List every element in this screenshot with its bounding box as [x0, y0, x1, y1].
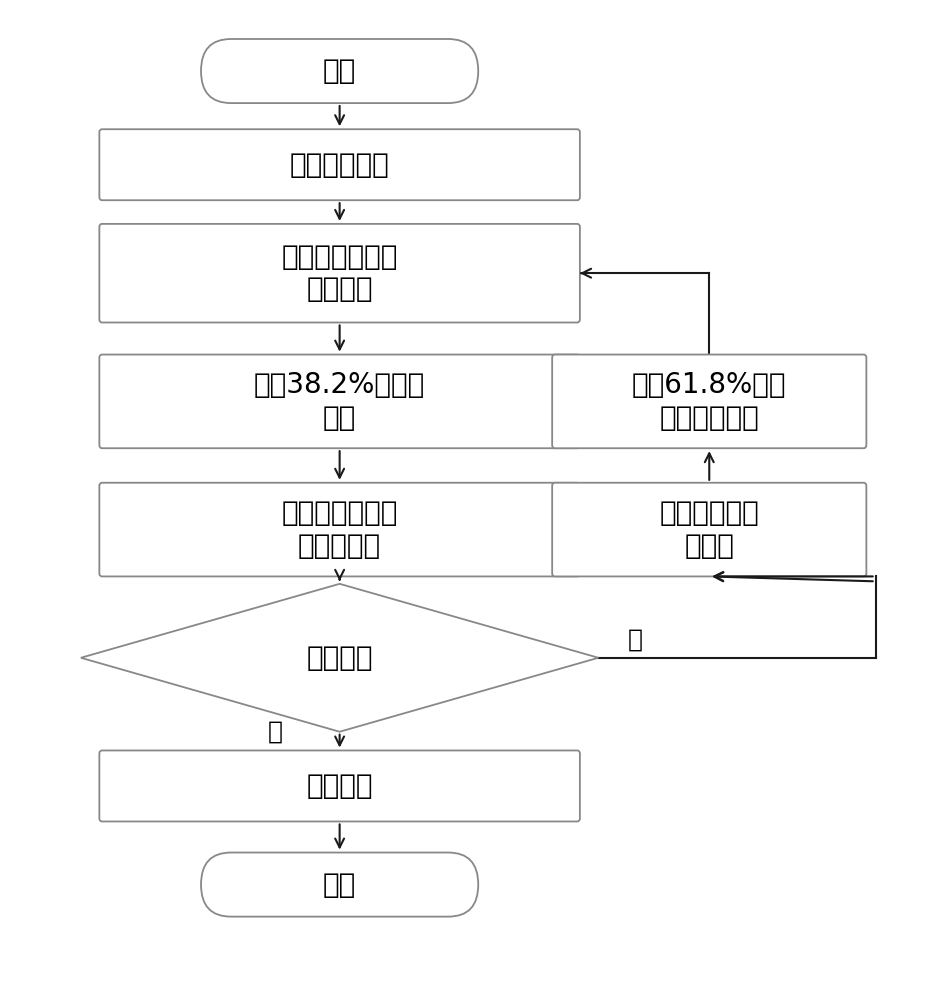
Text: 是: 是 [267, 719, 282, 743]
Text: 开始: 开始 [323, 57, 356, 85]
Text: 满足要求: 满足要求 [307, 644, 373, 672]
Text: 最优结果: 最优结果 [307, 772, 373, 800]
FancyBboxPatch shape [552, 483, 867, 576]
Text: 最佳粒子进行混
沌局部搜索: 最佳粒子进行混 沌局部搜索 [281, 499, 398, 560]
Text: 按方程进行动
态收缩: 按方程进行动 态收缩 [659, 499, 759, 560]
FancyBboxPatch shape [552, 355, 867, 448]
FancyBboxPatch shape [99, 750, 580, 821]
FancyBboxPatch shape [201, 853, 478, 917]
Text: 否: 否 [628, 628, 643, 652]
FancyBboxPatch shape [99, 355, 580, 448]
FancyBboxPatch shape [201, 39, 478, 103]
Text: 保留38.2%的最佳
粒子: 保留38.2%的最佳 粒子 [254, 371, 425, 432]
Text: 自适应粒子群算
法的搜索: 自适应粒子群算 法的搜索 [281, 243, 398, 303]
Text: 结束: 结束 [323, 871, 356, 899]
FancyBboxPatch shape [99, 483, 580, 576]
FancyBboxPatch shape [99, 129, 580, 200]
Polygon shape [81, 584, 598, 732]
Text: 粒子群初始化: 粒子群初始化 [290, 151, 389, 179]
FancyBboxPatch shape [99, 224, 580, 323]
Text: 产生61.8%的粒
子，进行评价: 产生61.8%的粒 子，进行评价 [632, 371, 787, 432]
